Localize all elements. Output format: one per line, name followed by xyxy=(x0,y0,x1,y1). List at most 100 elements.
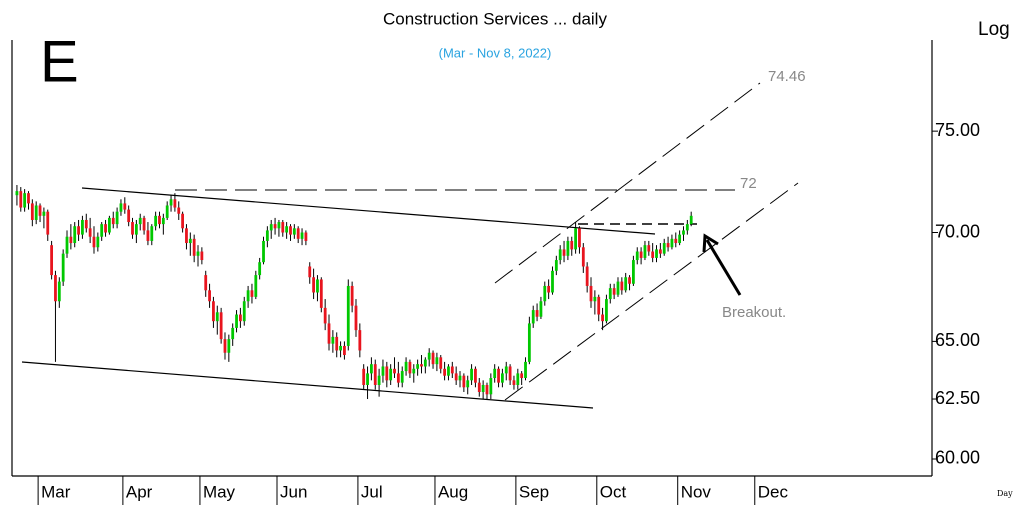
candle-body xyxy=(443,368,447,376)
candle-body xyxy=(107,217,111,233)
candle-body xyxy=(570,240,574,250)
candle-body xyxy=(219,312,223,340)
candle-body xyxy=(308,266,312,278)
candle-body xyxy=(504,366,508,374)
candle-body xyxy=(524,361,527,379)
candle-body xyxy=(265,230,269,241)
candle-body xyxy=(127,209,131,223)
candle-body xyxy=(662,243,666,254)
candle-body xyxy=(608,288,612,300)
candle-body xyxy=(42,211,46,216)
candle-body xyxy=(300,232,304,239)
candle-body xyxy=(289,226,292,235)
candle-body xyxy=(585,266,589,286)
candle-body xyxy=(104,224,107,233)
candle-body xyxy=(331,336,335,344)
candle-body xyxy=(231,327,235,340)
chart-subtitle: (Mar - Nov 8, 2022) xyxy=(439,45,552,60)
candle-body xyxy=(316,279,319,293)
candle-body xyxy=(527,323,531,362)
candle-body xyxy=(81,219,84,235)
arrow-shaft xyxy=(705,239,742,296)
candle-body xyxy=(385,366,389,381)
candle-body xyxy=(551,270,554,293)
candle-body xyxy=(65,236,69,254)
candle-body xyxy=(404,361,408,372)
candle-body xyxy=(142,217,146,231)
candle-body xyxy=(520,373,524,379)
candle-body xyxy=(531,310,535,324)
candle-body xyxy=(474,368,477,383)
candle-body xyxy=(547,285,551,293)
candle-body xyxy=(450,366,454,374)
candle-body xyxy=(458,375,462,381)
candle-body xyxy=(173,199,177,208)
candle-body xyxy=(454,373,458,381)
candle-body xyxy=(581,247,585,267)
candle-body xyxy=(250,290,254,297)
candle-body xyxy=(605,299,608,322)
candle-body xyxy=(512,380,516,385)
candle-body xyxy=(339,345,342,351)
candle-body xyxy=(593,296,597,302)
candle-body xyxy=(88,228,92,237)
candle-body xyxy=(616,281,620,295)
candle-body xyxy=(254,275,258,297)
candle-body xyxy=(96,236,100,248)
candle-body xyxy=(77,226,80,235)
candle-body xyxy=(466,380,470,388)
candle-body xyxy=(154,215,158,227)
x-tick-label: Sep xyxy=(519,482,549,501)
arrow-head xyxy=(702,233,719,253)
candle-body xyxy=(620,281,624,291)
candle-body xyxy=(262,240,265,263)
candle-body xyxy=(562,249,566,256)
x-tick-label: Jul xyxy=(361,482,383,501)
candle-body xyxy=(204,275,208,291)
candle-body xyxy=(343,345,346,356)
x-tick-label: Apr xyxy=(126,482,153,501)
channel-upper xyxy=(494,82,761,284)
candle-body xyxy=(485,384,489,395)
candle-body xyxy=(447,366,450,376)
candle-body xyxy=(431,352,435,365)
annotation: 72 xyxy=(740,175,757,192)
candle-body xyxy=(489,378,493,395)
candle-body xyxy=(131,222,134,235)
x-tick-label: Nov xyxy=(681,482,712,501)
candle-body xyxy=(578,228,581,248)
y-tick-label: 62.50 xyxy=(935,388,980,408)
candle-body xyxy=(92,236,96,248)
candle-body xyxy=(508,366,512,381)
x-tick-label: Mar xyxy=(41,482,71,501)
candle-body xyxy=(589,285,593,302)
candle-body xyxy=(393,368,396,374)
candle-body xyxy=(123,203,127,210)
candle-body xyxy=(158,215,161,225)
candle-body xyxy=(601,314,604,322)
candle-body xyxy=(628,277,631,284)
candle-body xyxy=(389,368,393,381)
candle-body xyxy=(574,228,578,250)
annotation: 74.46 xyxy=(768,68,806,85)
candle-body xyxy=(312,277,316,293)
candle-body xyxy=(185,228,188,244)
x-tick-label: May xyxy=(203,482,236,501)
candle-body xyxy=(319,279,323,308)
candle-body xyxy=(647,245,651,252)
candle-body xyxy=(273,224,277,229)
candle-body xyxy=(493,368,497,379)
candle-body xyxy=(242,301,246,322)
candle-body xyxy=(54,275,57,302)
candle-body xyxy=(196,251,200,256)
candle-body xyxy=(635,251,639,261)
candle-body xyxy=(477,382,481,392)
chart-title: Construction Services ... daily xyxy=(383,9,607,28)
candle-body xyxy=(269,224,273,231)
candle-body xyxy=(678,234,682,244)
candle-body xyxy=(535,310,539,317)
candle-body xyxy=(281,222,285,233)
candle-body xyxy=(150,226,154,241)
